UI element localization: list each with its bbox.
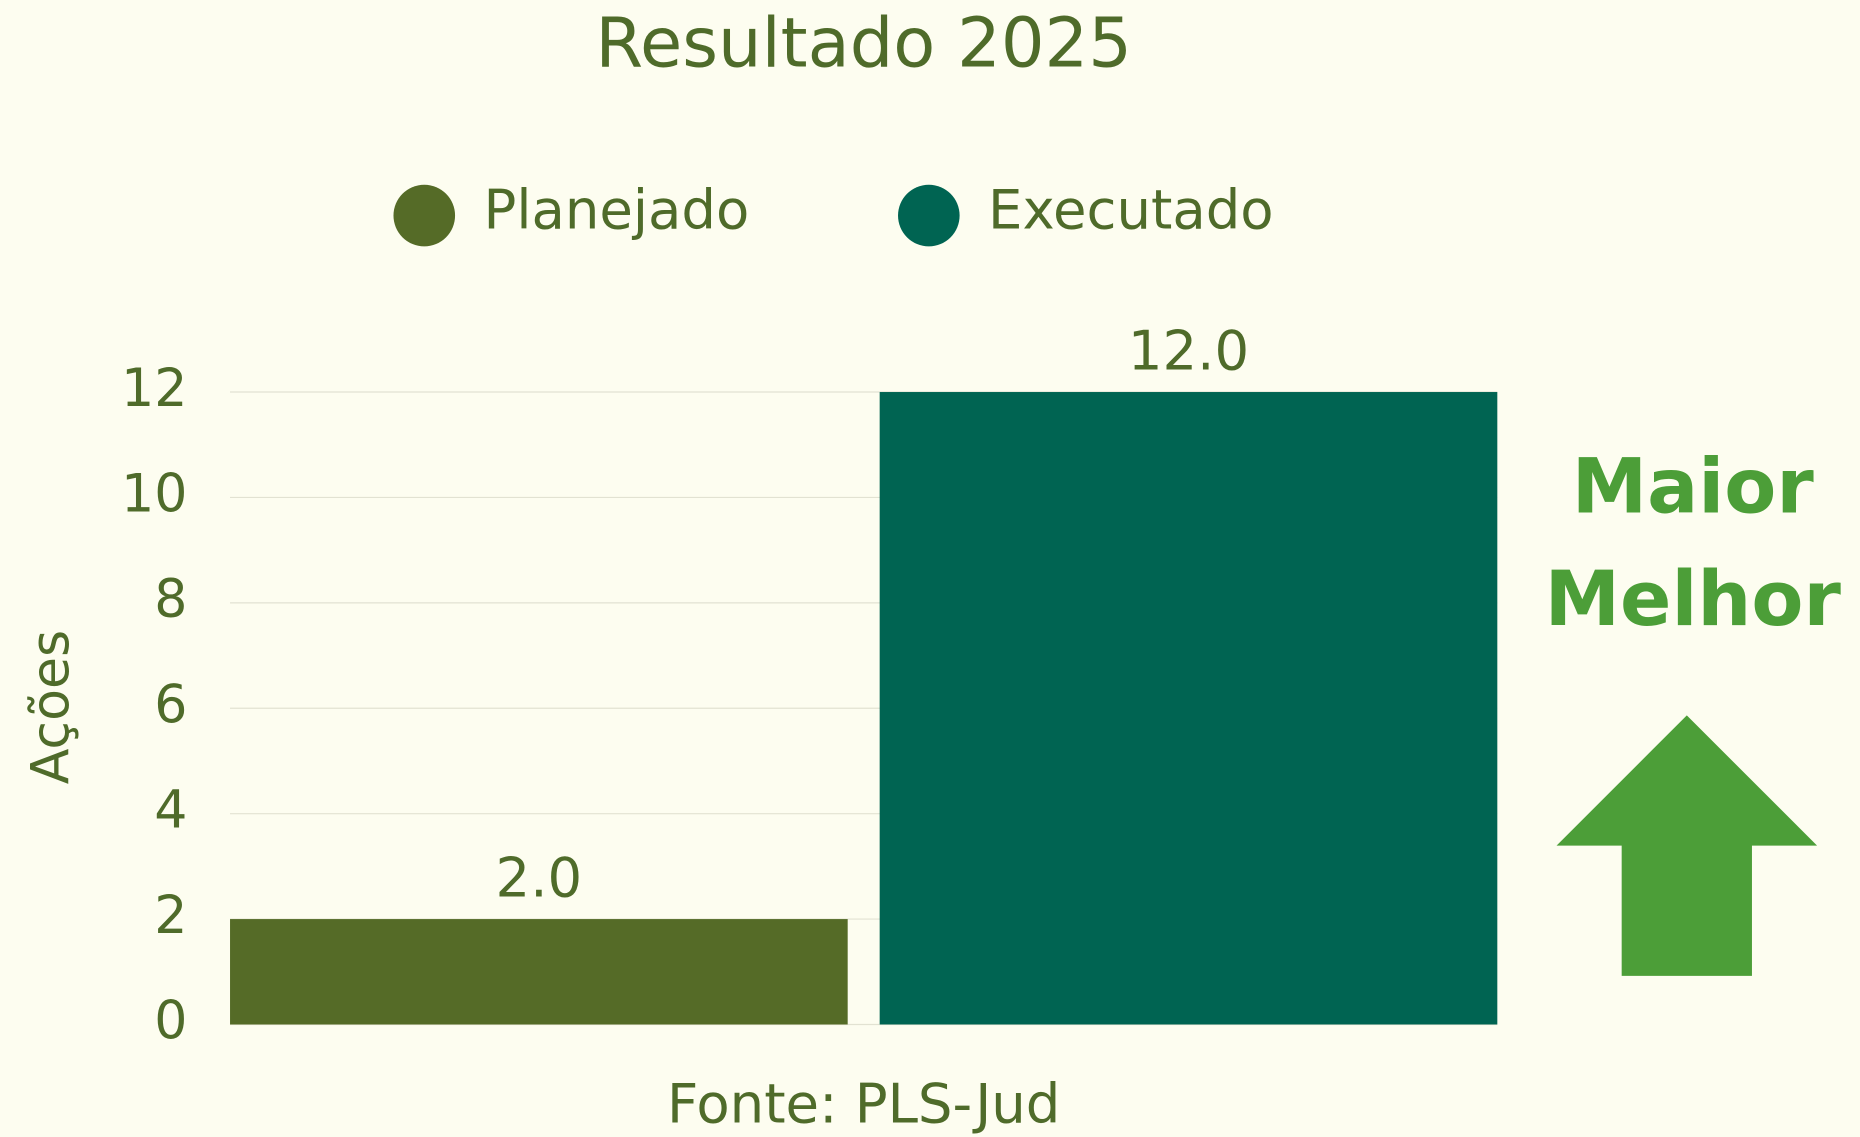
legend-label: Planejado [483,177,749,241]
y-tick-label: 8 [154,570,187,630]
data-label: 2.0 [496,845,583,909]
legend-label: Executado [988,177,1274,241]
legend-marker [393,184,456,247]
y-tick-label: 10 [121,464,187,524]
annotation: Maior [1572,443,1815,531]
source: Fonte: PLS-Jud [667,1072,1060,1136]
y-tick-label: 0 [154,991,187,1051]
chart-title: Resultado 2025 [595,3,1132,83]
y-tick-label: 2 [154,886,187,946]
data-label: 12.0 [1128,318,1249,382]
annotation: Melhor [1545,555,1842,643]
bar [879,392,1498,1025]
bar [230,919,848,1025]
y-axis-label: Ações [22,630,82,784]
y-tick-label: 12 [121,359,187,419]
y-tick-label: 4 [154,781,187,841]
legend-marker [898,184,960,247]
arrow-up [1556,715,1818,976]
y-tick-label: 6 [154,675,187,735]
